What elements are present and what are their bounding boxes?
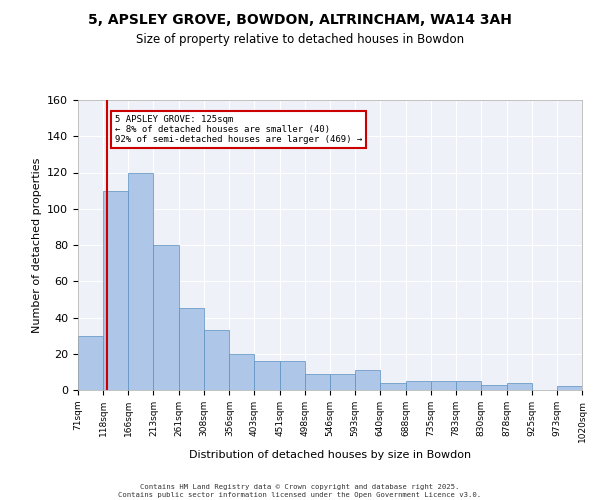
X-axis label: Distribution of detached houses by size in Bowdon: Distribution of detached houses by size … <box>189 450 471 460</box>
Bar <box>204 330 229 390</box>
Bar <box>78 336 103 390</box>
Bar <box>229 354 254 390</box>
Text: 5 APSLEY GROVE: 125sqm
← 8% of detached houses are smaller (40)
92% of semi-deta: 5 APSLEY GROVE: 125sqm ← 8% of detached … <box>115 114 362 144</box>
Bar <box>154 245 179 390</box>
Bar <box>456 381 481 390</box>
Bar <box>406 381 431 390</box>
Bar <box>506 383 532 390</box>
Text: Size of property relative to detached houses in Bowdon: Size of property relative to detached ho… <box>136 32 464 46</box>
Bar <box>280 361 305 390</box>
Bar <box>557 386 582 390</box>
Bar <box>128 172 154 390</box>
Bar <box>179 308 204 390</box>
Bar <box>305 374 330 390</box>
Bar <box>330 374 355 390</box>
Y-axis label: Number of detached properties: Number of detached properties <box>32 158 41 332</box>
Bar <box>103 190 128 390</box>
Bar <box>254 361 280 390</box>
Bar <box>380 383 406 390</box>
Bar <box>481 384 506 390</box>
Text: Contains HM Land Registry data © Crown copyright and database right 2025.
Contai: Contains HM Land Registry data © Crown c… <box>118 484 482 498</box>
Bar <box>431 381 456 390</box>
Text: 5, APSLEY GROVE, BOWDON, ALTRINCHAM, WA14 3AH: 5, APSLEY GROVE, BOWDON, ALTRINCHAM, WA1… <box>88 12 512 26</box>
Bar <box>355 370 380 390</box>
